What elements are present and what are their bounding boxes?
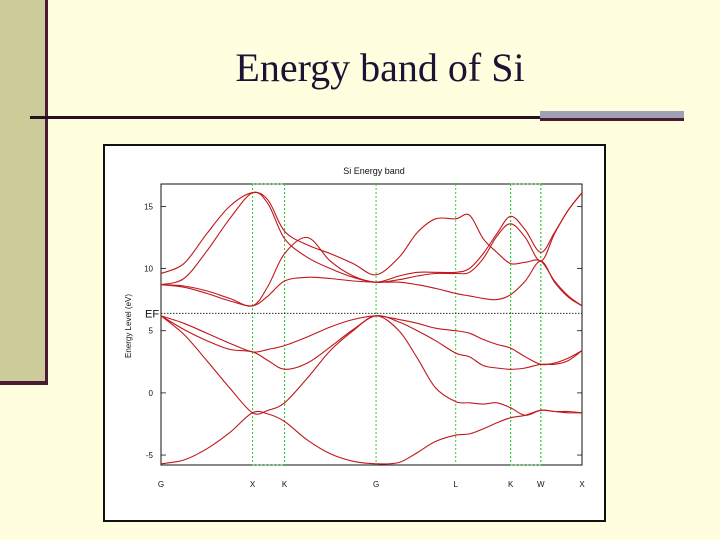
x-tick-label: X <box>250 480 256 489</box>
tick-labels: -5 0 5 10 15 G X K G L K W X <box>144 202 585 489</box>
y-tick-label: 0 <box>149 389 154 398</box>
title-rule-accent-line <box>540 118 684 121</box>
band-line <box>160 315 583 416</box>
x-tick-label: L <box>453 480 458 489</box>
left-accent-underline <box>0 381 48 385</box>
fermi-label: EF <box>145 308 159 320</box>
band-line <box>160 192 583 307</box>
band-line <box>160 315 583 366</box>
band-line <box>160 315 583 370</box>
x-tick-label: W <box>537 480 545 489</box>
chart-frame: Si Energy band Energy Level (eV) EF -5 0 5… <box>103 144 606 522</box>
energy-bands <box>160 191 583 465</box>
x-tick-label: X <box>579 480 585 489</box>
plot-border <box>160 183 583 466</box>
x-tick-label: K <box>282 480 288 489</box>
x-tick-label: G <box>373 480 379 489</box>
band-structure-chart: Si Energy band Energy Level (eV) EF -5 0 5… <box>124 166 585 489</box>
y-tick-label: 15 <box>144 202 153 211</box>
axes <box>160 183 583 466</box>
band-line <box>160 409 583 465</box>
x-tick-label: G <box>158 480 164 489</box>
band-line <box>160 191 583 307</box>
band-line <box>160 260 583 307</box>
title-rule-accent <box>540 111 684 118</box>
symmetry-lines <box>252 183 542 466</box>
slide-title: Energy band of Si <box>235 45 525 90</box>
x-tick-label: K <box>508 480 514 489</box>
chart-title: Si Energy band <box>343 166 405 176</box>
y-tick-label: 10 <box>144 265 153 274</box>
left-accent-bar <box>0 0 46 384</box>
title-rule <box>30 116 540 119</box>
y-tick-label: 5 <box>149 327 154 336</box>
y-axis-label: Energy Level (eV) <box>124 294 133 358</box>
y-tick-label: -5 <box>146 451 154 460</box>
left-accent-edge <box>45 0 48 385</box>
fermi-level: EF <box>145 308 582 320</box>
band-line <box>160 191 583 286</box>
